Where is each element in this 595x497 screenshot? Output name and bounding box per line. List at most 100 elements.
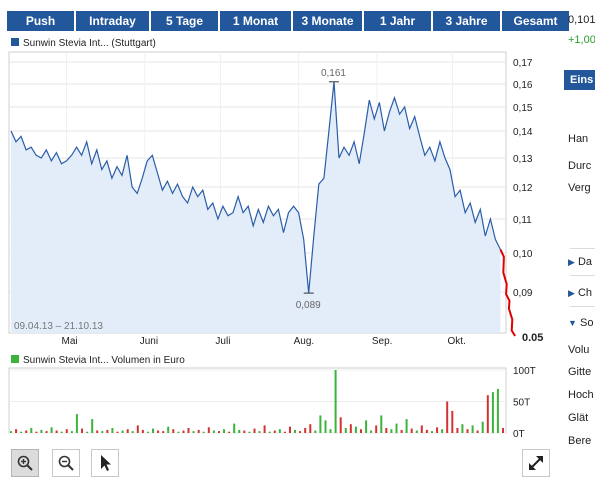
volume-bar xyxy=(502,428,504,433)
link-da-label: Da xyxy=(577,256,593,268)
volume-bar xyxy=(344,428,347,433)
volume-bar xyxy=(106,429,109,433)
zoom-in-button[interactable] xyxy=(11,449,39,477)
volume-bar xyxy=(167,426,170,433)
link-ch-label: Ch xyxy=(577,287,593,299)
volume-legend-swatch xyxy=(11,355,19,363)
annotation-label: 0,089 xyxy=(296,300,321,311)
volume-bar xyxy=(228,431,231,433)
separator xyxy=(570,275,595,276)
fullscreen-button[interactable] xyxy=(522,449,550,477)
fullscreen-icon xyxy=(529,456,543,470)
volume-bar xyxy=(75,414,78,433)
volume-bar xyxy=(329,429,332,433)
volume-bar xyxy=(45,431,48,433)
volume-bar xyxy=(177,431,180,433)
pointer-icon xyxy=(101,455,111,471)
row-label-4: Glät xyxy=(568,412,589,424)
price-y-tick-label: 0,10 xyxy=(513,249,533,260)
price-last-label: 0.05 xyxy=(522,332,543,344)
price-x-tick-label: Juli xyxy=(215,336,230,347)
volume-bar xyxy=(162,431,165,433)
tab-intraday[interactable]: Intraday xyxy=(76,11,149,31)
volume-bar xyxy=(304,428,307,433)
volume-bar xyxy=(238,429,241,433)
price-x-tick-label: Sep. xyxy=(372,336,393,347)
tab-3-jahre[interactable]: 3 Jahre xyxy=(433,11,500,31)
volume-bar xyxy=(141,429,144,433)
price-legend-swatch xyxy=(11,38,19,46)
volume-bar xyxy=(451,410,454,433)
price-y-tick-label: 0,17 xyxy=(513,58,533,69)
zoom-out-icon xyxy=(58,455,74,471)
chevron-right-icon: ▶ xyxy=(568,288,575,298)
price-x-tick-label: Juni xyxy=(140,336,158,347)
price-change: +1,00 xyxy=(568,34,595,46)
link-ch[interactable]: ▶ Ch xyxy=(568,287,592,299)
volume-bar xyxy=(50,427,53,433)
price-y-tick-label: 0,11 xyxy=(513,215,532,226)
tab-1-jahr[interactable]: 1 Jahr xyxy=(364,11,431,31)
price-line xyxy=(10,81,502,294)
tab-gesamt[interactable]: Gesamt xyxy=(502,11,569,31)
volume-bar xyxy=(425,429,428,433)
info-label-1: Han xyxy=(568,133,589,145)
volume-y-tick-label: 0T xyxy=(513,429,525,440)
volume-bar xyxy=(25,430,28,433)
price-y-tick-label: 0,09 xyxy=(513,288,533,299)
link-so[interactable]: ▼ So xyxy=(568,317,593,329)
volume-bar xyxy=(334,370,337,433)
right-info-panel: 0,101 +1,00 Eins Han Durc Verg ▶ Da ▶ Ch… xyxy=(562,0,595,497)
pointer-button[interactable] xyxy=(91,449,119,477)
volume-bar xyxy=(415,430,418,433)
volume-bar xyxy=(390,429,393,433)
volume-bar xyxy=(172,429,175,433)
volume-bar xyxy=(187,428,190,433)
volume-bar xyxy=(278,429,281,433)
row-label-2: Gitte xyxy=(568,366,592,378)
volume-bar xyxy=(349,424,352,433)
volume-bar xyxy=(446,401,449,433)
volume-bar xyxy=(375,425,378,433)
volume-bar xyxy=(55,430,58,433)
volume-bar xyxy=(136,425,139,433)
volume-bar xyxy=(299,431,302,433)
volume-bar xyxy=(496,388,499,433)
tab-push[interactable]: Push xyxy=(7,11,74,31)
volume-bar xyxy=(35,431,38,433)
volume-bar xyxy=(207,427,210,433)
volume-bar xyxy=(289,426,291,433)
tab-1-monat[interactable]: 1 Monat xyxy=(220,11,291,31)
annotation-label: 0,161 xyxy=(321,68,346,79)
volume-bar xyxy=(466,429,469,433)
volume-bar xyxy=(385,428,388,433)
volume-bar xyxy=(405,419,408,433)
volume-bar xyxy=(70,431,73,433)
tab-3-monate[interactable]: 3 Monate xyxy=(293,11,362,31)
volume-bar xyxy=(243,430,246,433)
row-label-1: Volu xyxy=(568,344,590,356)
volume-bar xyxy=(461,424,464,433)
volume-y-tick-label: 100T xyxy=(513,366,536,377)
volume-bar xyxy=(81,428,83,433)
price-area xyxy=(11,81,501,333)
link-da[interactable]: ▶ Da xyxy=(568,256,592,268)
volume-bar xyxy=(86,431,89,433)
volume-bar xyxy=(491,392,494,434)
price-y-tick-label: 0,14 xyxy=(513,127,533,138)
volume-bar xyxy=(436,427,439,433)
volume-bar xyxy=(182,430,185,433)
zoom-out-button[interactable] xyxy=(52,449,80,477)
volume-bar xyxy=(40,429,43,433)
volume-bar xyxy=(192,431,195,433)
volume-bar xyxy=(253,428,256,433)
volume-bar xyxy=(324,420,327,433)
volume-bar xyxy=(157,430,160,433)
volume-bar xyxy=(10,431,12,433)
volume-bar xyxy=(146,431,149,433)
price-y-tick-label: 0,12 xyxy=(513,183,533,194)
volume-bar xyxy=(354,426,357,433)
volume-bar xyxy=(202,431,205,433)
price-x-tick-label: Okt. xyxy=(448,336,466,347)
tab-5-tage[interactable]: 5 Tage xyxy=(151,11,218,31)
